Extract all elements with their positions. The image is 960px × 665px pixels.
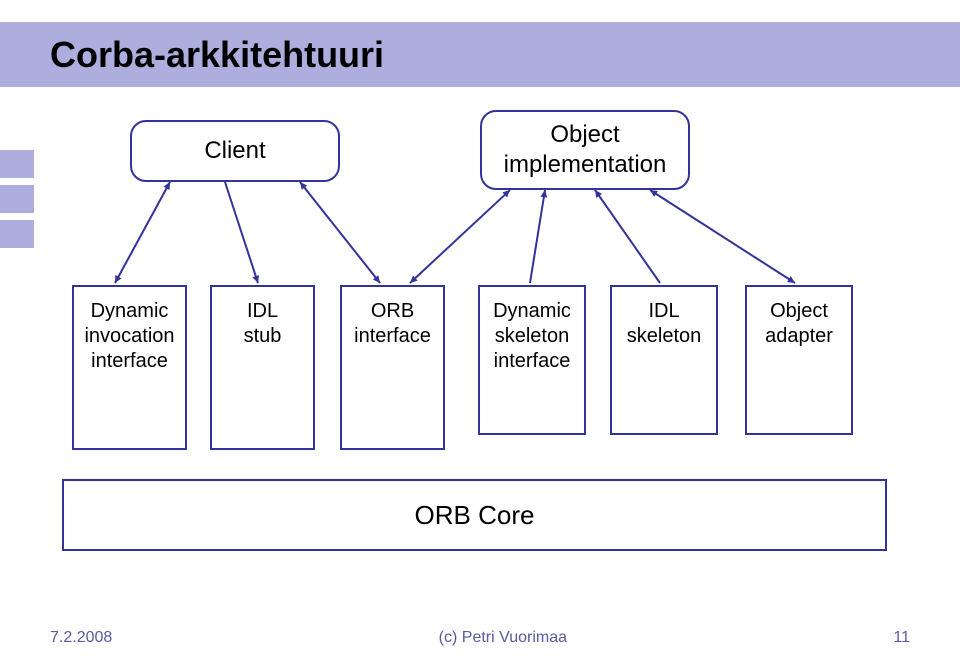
- box-label: Objectadapter: [765, 299, 833, 349]
- footer-date: 7.2.2008: [50, 629, 112, 647]
- object-adapter-box: Objectadapter: [745, 285, 853, 435]
- title-band: Corba-arkkitehtuuri: [0, 22, 960, 87]
- orb-interface-box: ORBinterface: [340, 285, 445, 450]
- sidebar-block: [0, 220, 34, 248]
- box-label: ORBinterface: [354, 299, 431, 349]
- dynamic-invocation-interface-box: Dynamicinvocationinterface: [72, 285, 187, 450]
- idl-skeleton-box: IDLskeleton: [610, 285, 718, 435]
- footer-page: 11: [893, 629, 910, 647]
- idl-stub-box: IDLstub: [210, 285, 315, 450]
- orb-core-box: ORB Core: [62, 479, 887, 551]
- box-label: Dynamicskeletoninterface: [493, 299, 571, 374]
- slide: Corba-arkkitehtuuri Client Objectimpleme…: [0, 0, 960, 665]
- box-label: Client: [204, 136, 265, 166]
- sidebar-block: [0, 150, 34, 178]
- orb-core-label: ORB Core: [415, 500, 535, 531]
- box-label: Objectimplementation: [504, 120, 667, 180]
- sidebar-block: [0, 185, 34, 213]
- footer-author: (c) Petri Vuorimaa: [439, 629, 567, 647]
- slide-footer: 7.2.2008 (c) Petri Vuorimaa 11: [50, 629, 910, 647]
- dynamic-skeleton-interface-box: Dynamicskeletoninterface: [478, 285, 586, 435]
- box-label: IDLstub: [244, 299, 282, 349]
- object-implementation-box: Objectimplementation: [480, 110, 690, 190]
- box-label: IDLskeleton: [627, 299, 702, 349]
- client-box: Client: [130, 120, 340, 182]
- slide-title: Corba-arkkitehtuuri: [50, 34, 384, 76]
- box-label: Dynamicinvocationinterface: [84, 299, 174, 374]
